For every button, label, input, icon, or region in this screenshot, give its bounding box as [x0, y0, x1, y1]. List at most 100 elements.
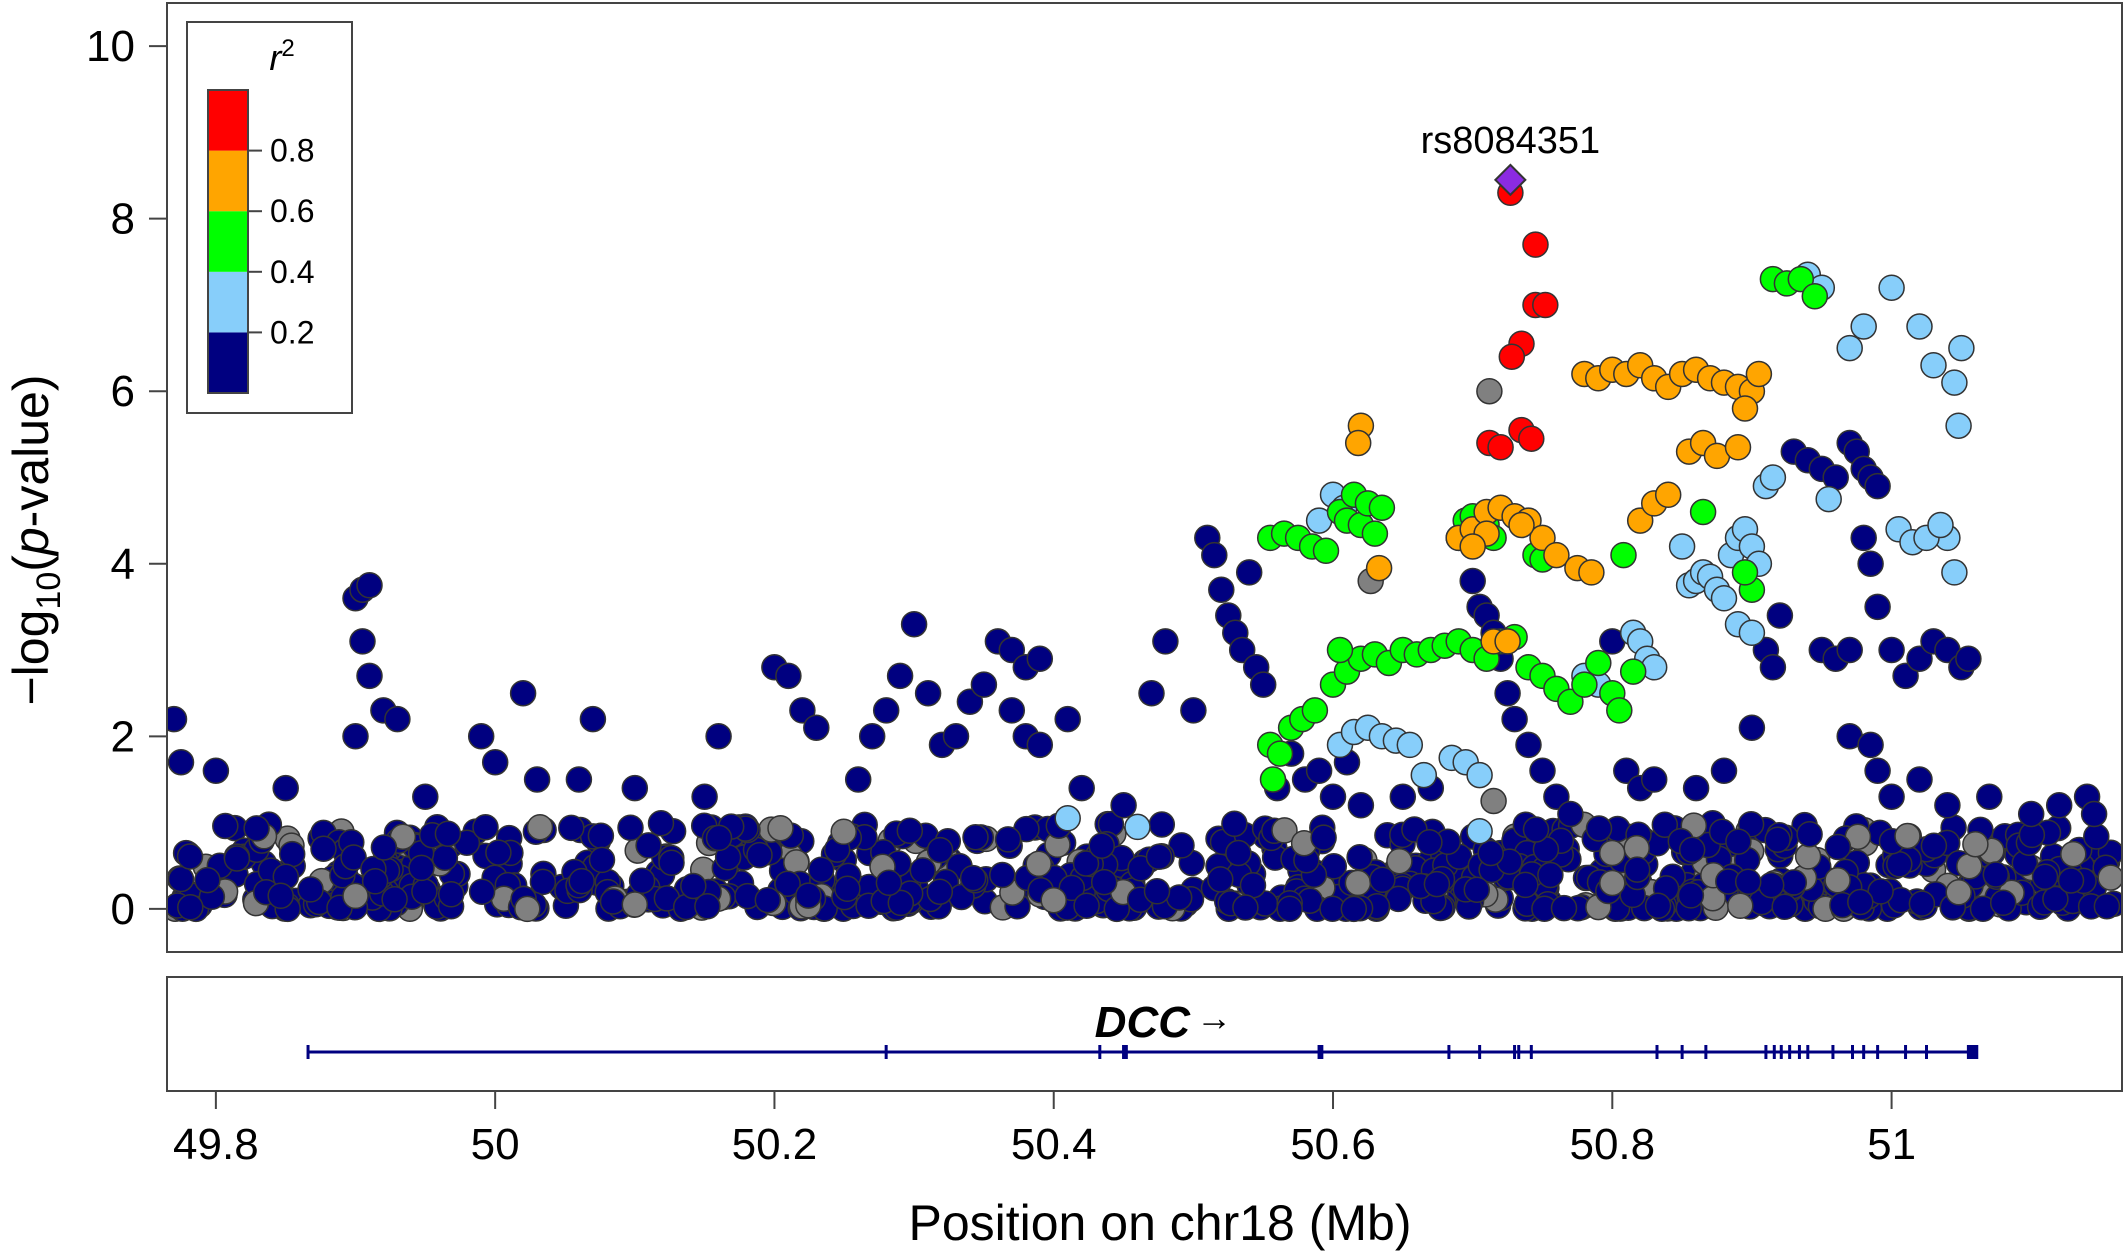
- snp-point: [1340, 895, 1368, 923]
- snp-point: [956, 688, 984, 716]
- snp-point: [1515, 731, 1542, 759]
- snp-point: [2080, 800, 2108, 828]
- snp-point: [356, 572, 383, 599]
- snp-point: [1090, 868, 1118, 896]
- snp-point: [617, 814, 644, 842]
- snp-point: [1368, 494, 1396, 521]
- legend-ticks: 0.2 0.4 0.6 0.8: [248, 133, 314, 350]
- snp-point: [754, 886, 782, 914]
- snp-point: [834, 875, 861, 903]
- snp-point: [1389, 783, 1417, 810]
- snp-point: [1494, 628, 1521, 655]
- snp-point: [1710, 757, 1738, 785]
- snp-point: [1727, 892, 1754, 920]
- y-tick-label: 4: [111, 540, 135, 589]
- snp-point: [1724, 434, 1752, 461]
- x-tick-label: 50.8: [1569, 1120, 1655, 1169]
- snp-point: [1794, 843, 1822, 870]
- snp-point: [587, 822, 615, 850]
- y-tick-label: 8: [111, 195, 135, 244]
- snp-point: [970, 671, 998, 698]
- snp-point: [1239, 871, 1267, 899]
- snp-point: [356, 662, 383, 690]
- snp-point: [2031, 863, 2059, 891]
- snp-point: [1920, 832, 1948, 859]
- legend-colorbar-frame: [207, 89, 249, 394]
- series-0.0-0.2: [167, 429, 2108, 828]
- snp-point: [1124, 813, 1151, 841]
- snp-point: [1927, 511, 1954, 539]
- snp-point: [1941, 559, 1968, 586]
- snp-point: [1508, 511, 1535, 539]
- snp-point: [1463, 876, 1491, 903]
- snp-point: [1734, 868, 1762, 895]
- snp-point: [1864, 593, 1891, 621]
- snp-point: [1026, 645, 1054, 672]
- snp-point: [1878, 636, 1905, 664]
- snp-point: [2057, 867, 2085, 894]
- snp-point: [1310, 824, 1337, 851]
- snp-point: [370, 834, 398, 861]
- snp-point: [243, 815, 270, 842]
- snp-point: [1757, 871, 1785, 899]
- snp-point: [959, 864, 987, 892]
- snp-point: [342, 882, 369, 910]
- snp-point: [1143, 878, 1171, 905]
- snp-point: [705, 824, 733, 852]
- snp-point: [680, 872, 707, 900]
- snp-point: [1626, 507, 1654, 534]
- snp-point: [998, 636, 1026, 664]
- snp-point: [1894, 822, 1921, 850]
- snp-point: [1725, 828, 1752, 855]
- snp-point: [1110, 792, 1137, 819]
- snp-point: [1892, 662, 1919, 690]
- snp-point: [1319, 783, 1347, 810]
- snp-point: [994, 826, 1022, 853]
- snp-point: [177, 894, 204, 921]
- snp-point: [514, 895, 541, 923]
- snp-point: [858, 723, 886, 750]
- snp-point: [1512, 871, 1539, 899]
- snp-point: [1386, 847, 1413, 875]
- snp-point: [2083, 823, 2110, 850]
- snp-point: [1301, 697, 1329, 724]
- snp-point: [1369, 866, 1396, 894]
- gene-end-exon: [1968, 1045, 1978, 1059]
- snp-point: [844, 766, 872, 793]
- legend-tick-label: 0.6: [270, 193, 314, 229]
- snp-point: [1948, 334, 1975, 362]
- snp-point: [599, 888, 627, 915]
- snp-point: [2017, 800, 2045, 828]
- y-axis-title-prefix: −log: [3, 610, 59, 706]
- snp-point: [1578, 559, 1605, 586]
- snp-point: [1955, 645, 1982, 672]
- x-tick-label: 50.6: [1290, 1120, 1376, 1169]
- snp-point: [942, 723, 970, 750]
- snp-point: [875, 869, 903, 897]
- snp-point: [1764, 826, 1791, 853]
- snp-point: [1466, 761, 1493, 789]
- snp-point: [1073, 892, 1100, 919]
- snp-point: [2060, 840, 2087, 868]
- snp-point: [1522, 816, 1550, 843]
- legend-bin: [208, 211, 248, 272]
- snp-point: [1864, 472, 1891, 500]
- x-tick-label: 50: [471, 1120, 520, 1169]
- snp-point: [1878, 783, 1905, 810]
- snp-point: [1259, 766, 1287, 793]
- snp-point: [212, 812, 239, 840]
- snp-point: [1598, 839, 1626, 867]
- snp-point: [411, 878, 438, 905]
- snp-point: [1745, 360, 1773, 388]
- snp-point: [2097, 864, 2122, 891]
- x-tick-label: 51: [1867, 1120, 1916, 1169]
- snp-point: [529, 868, 557, 896]
- gene-track-frame: [166, 976, 2123, 1092]
- snp-point: [412, 783, 439, 810]
- snp-point: [1180, 697, 1207, 724]
- snp-point: [1962, 830, 1989, 858]
- snp-point: [1599, 869, 1626, 897]
- snp-point: [1677, 882, 1705, 909]
- snp-point: [1801, 283, 1829, 310]
- snp-point: [408, 854, 435, 882]
